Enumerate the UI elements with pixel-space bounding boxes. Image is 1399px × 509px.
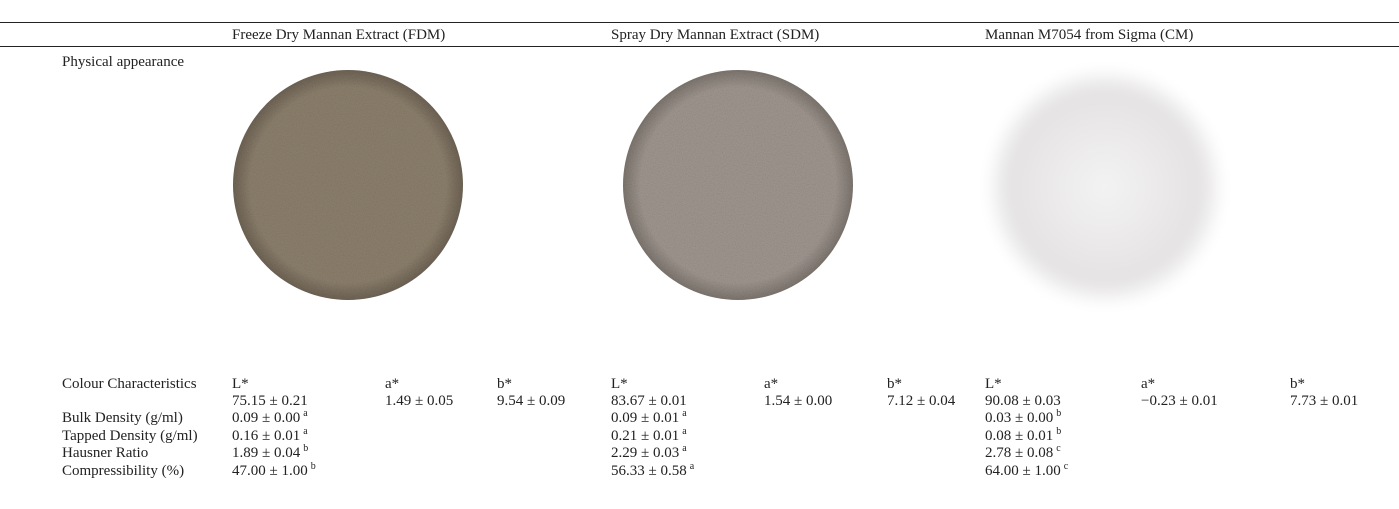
row-label-text: Tapped Density (g/ml) xyxy=(62,428,198,444)
significance-letter: b xyxy=(1056,426,1061,437)
significance-letter: a xyxy=(303,426,307,437)
row-label-text: Hausner Ratio xyxy=(62,445,148,461)
row-label: Bulk Density (g/ml) xyxy=(62,410,183,427)
cell-text: 0.09 ± 0.01 xyxy=(611,410,679,426)
column-header-text: Mannan M7054 from Sigma (CM) xyxy=(985,27,1193,43)
subheader-text: b* xyxy=(1290,376,1305,392)
subheader-text: a* xyxy=(385,376,399,392)
subheader-text: a* xyxy=(1141,376,1155,392)
subheader-text: b* xyxy=(887,376,902,392)
significance-letter: b xyxy=(303,443,308,454)
significance-letter: b xyxy=(311,461,316,472)
significance-letter: a xyxy=(682,443,686,454)
subheader-text: L* xyxy=(232,376,249,392)
significance-letter: a xyxy=(682,408,686,419)
cell-text: 90.08 ± 0.03 xyxy=(985,393,1061,409)
subheader: L* xyxy=(985,376,1002,393)
subheader-text: L* xyxy=(985,376,1002,392)
cell-text: −0.23 ± 0.01 xyxy=(1141,393,1218,409)
subheader: b* xyxy=(887,376,902,393)
column-header-text: Freeze Dry Mannan Extract (FDM) xyxy=(232,27,445,43)
cell: 7.73 ± 0.01 xyxy=(1290,393,1358,410)
row-label-text: Colour Characteristics xyxy=(62,376,197,392)
row-label: Compressibility (%) xyxy=(62,463,184,480)
subheader: a* xyxy=(385,376,399,393)
cell-text: 0.08 ± 0.01 xyxy=(985,428,1053,444)
cell-text: 83.67 ± 0.01 xyxy=(611,393,687,409)
subheader-text: b* xyxy=(497,376,512,392)
column-header-text: Spray Dry Mannan Extract (SDM) xyxy=(611,27,819,43)
cell-text: 2.78 ± 0.08 xyxy=(985,445,1053,461)
significance-letter: b xyxy=(1056,408,1061,419)
sdm-image xyxy=(623,70,853,300)
significance-letter: c xyxy=(1064,461,1068,472)
cell: −0.23 ± 0.01 xyxy=(1141,393,1218,410)
subheader: a* xyxy=(1141,376,1155,393)
significance-letter: a xyxy=(303,408,307,419)
cell-text: 0.21 ± 0.01 xyxy=(611,428,679,444)
cell: 75.15 ± 0.21 xyxy=(232,393,308,410)
cell-text: 1.49 ± 0.05 xyxy=(385,393,453,409)
fdm-image xyxy=(233,70,463,300)
column-header: Mannan M7054 from Sigma (CM) xyxy=(985,27,1193,44)
significance-letter: c xyxy=(1056,443,1060,454)
cell-text: 0.03 ± 0.00 xyxy=(985,410,1053,426)
column-header: Freeze Dry Mannan Extract (FDM) xyxy=(232,27,445,44)
cm-image xyxy=(985,67,1225,307)
cell-text: 0.16 ± 0.01 xyxy=(232,428,300,444)
appearance-images xyxy=(0,0,1399,509)
cell-text: 75.15 ± 0.21 xyxy=(232,393,308,409)
subheader: L* xyxy=(611,376,628,393)
cell-text: 0.09 ± 0.00 xyxy=(232,410,300,426)
row-label: Tapped Density (g/ml) xyxy=(62,428,198,445)
subheader-text: L* xyxy=(611,376,628,392)
subheader: b* xyxy=(1290,376,1305,393)
subheader-text: a* xyxy=(764,376,778,392)
column-header: Spray Dry Mannan Extract (SDM) xyxy=(611,27,819,44)
cell-text: 47.00 ± 1.00 xyxy=(232,463,308,479)
cell-text: 7.12 ± 0.04 xyxy=(887,393,955,409)
significance-letter: a xyxy=(682,426,686,437)
subheader: a* xyxy=(764,376,778,393)
cell-text: 7.73 ± 0.01 xyxy=(1290,393,1358,409)
cell-text: 56.33 ± 0.58 xyxy=(611,463,687,479)
cell: 7.12 ± 0.04 xyxy=(887,393,955,410)
cell: 83.67 ± 0.01 xyxy=(611,393,687,410)
cell-text: 64.00 ± 1.00 xyxy=(985,463,1061,479)
cell-text: 1.89 ± 0.04 xyxy=(232,445,300,461)
cell-text: 9.54 ± 0.09 xyxy=(497,393,565,409)
table-page: Freeze Dry Mannan Extract (FDM) Spray Dry… xyxy=(0,0,1399,509)
row-label-text: Compressibility (%) xyxy=(62,463,184,479)
subheader: b* xyxy=(497,376,512,393)
cell: 1.49 ± 0.05 xyxy=(385,393,453,410)
row-label: Hausner Ratio xyxy=(62,445,148,462)
cell: 1.54 ± 0.00 xyxy=(764,393,832,410)
cell-text: 2.29 ± 0.03 xyxy=(611,445,679,461)
subheader: L* xyxy=(232,376,249,393)
row-label: Physical appearance xyxy=(62,54,184,71)
cell: 9.54 ± 0.09 xyxy=(497,393,565,410)
cell: 90.08 ± 0.03 xyxy=(985,393,1061,410)
row-label: Colour Characteristics xyxy=(62,376,197,393)
row-label-text: Physical appearance xyxy=(62,54,184,70)
row-label-text: Bulk Density (g/ml) xyxy=(62,410,183,426)
cell-text: 1.54 ± 0.00 xyxy=(764,393,832,409)
significance-letter: a xyxy=(690,461,694,472)
